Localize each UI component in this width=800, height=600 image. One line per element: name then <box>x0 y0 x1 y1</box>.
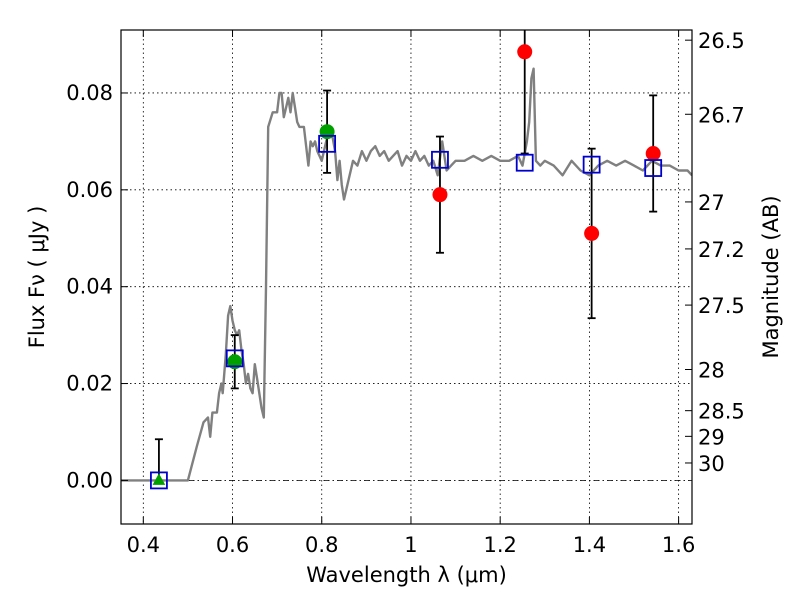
x-tick-label: 0.4 <box>127 533 160 557</box>
y-right-tick-label: 28 <box>698 359 725 383</box>
observed-point <box>584 225 600 241</box>
y-right-tick-label: 26.7 <box>698 103 745 127</box>
x-tick-label: 1 <box>404 533 417 557</box>
y-tick-label: 0.02 <box>66 372 113 396</box>
y-right-tick-label: 27.5 <box>698 294 745 318</box>
x-tick-label: 0.8 <box>305 533 338 557</box>
model-flux-square <box>225 349 244 368</box>
x-tick-label: 1.6 <box>662 533 695 557</box>
observed-point <box>432 187 448 203</box>
observed-upper-limit <box>152 473 166 485</box>
observed-point <box>517 44 533 60</box>
x-tick-label: 1.2 <box>483 533 516 557</box>
model-sed-layer <box>121 67 692 482</box>
y-tick-label: 0.06 <box>66 178 113 202</box>
x-axis-title: Wavelength λ (μm) <box>306 563 507 587</box>
y-right-tick-label: 27 <box>698 191 725 215</box>
model-sed-line <box>121 67 692 482</box>
y-tick-label: 0.04 <box>66 275 113 299</box>
y-right-tick-label: 28.5 <box>698 400 745 424</box>
y-right-tick-label: 30 <box>698 452 725 476</box>
axes-frame <box>120 29 693 525</box>
y-tick-label: 0.08 <box>66 81 113 105</box>
x-tick-label: 0.6 <box>216 533 249 557</box>
model-flux-square <box>150 471 168 490</box>
axes-box <box>120 29 693 525</box>
plot-area <box>121 30 692 490</box>
y-right-tick-label: 26.5 <box>698 29 745 53</box>
y-axis-right-title: Magnitude (AB) <box>759 195 783 358</box>
y-axis-title: Flux Fν ( μJy ) <box>25 206 49 349</box>
observed-points-layer <box>152 44 661 485</box>
model-flux-square <box>318 134 336 153</box>
observed-point <box>319 124 335 140</box>
grid-layer <box>121 30 692 524</box>
y-tick-label: 0.00 <box>66 468 113 492</box>
model-flux-square <box>515 153 534 172</box>
model-flux-square <box>582 155 601 174</box>
model-flux-square <box>431 150 449 169</box>
tick-layer: 0.4 0.6 0.8 1 1.2 1.4 1.6 0.00 0.02 0.04 0.06 0.08 2… <box>66 29 745 557</box>
observed-point <box>645 146 661 161</box>
error-bar-layer <box>154 30 658 481</box>
model-flux-square <box>644 159 663 177</box>
model-flux-layer <box>150 134 663 490</box>
y-right-tick-label: 27.2 <box>698 238 745 262</box>
x-tick-label: 1.4 <box>573 533 606 557</box>
y-right-tick-label: 29 <box>698 425 725 449</box>
